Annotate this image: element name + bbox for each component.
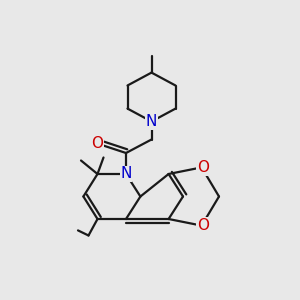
Text: O: O (197, 218, 209, 233)
Text: O: O (197, 160, 209, 175)
Text: O: O (92, 136, 104, 151)
Text: N: N (146, 114, 157, 129)
Text: N: N (120, 167, 132, 182)
